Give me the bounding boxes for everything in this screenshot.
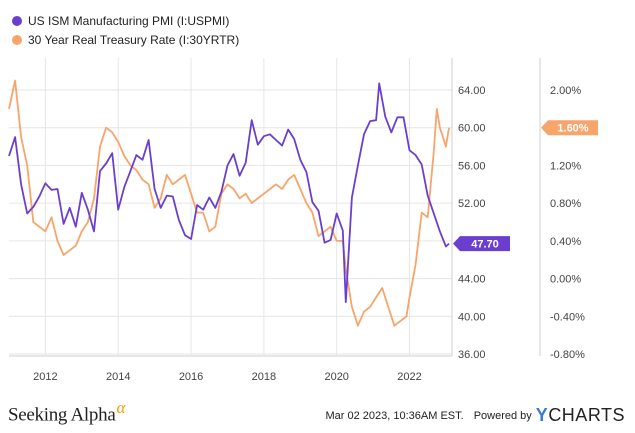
x-tick-label: 2014 <box>106 371 130 383</box>
left-tick-label: 56.00 <box>458 160 486 172</box>
brand-text: Seeking Alpha <box>8 404 116 426</box>
ycharts-logo: YCHARTS <box>536 405 625 426</box>
x-tick-label: 2012 <box>33 371 57 383</box>
left-tick-label: 60.00 <box>458 123 486 135</box>
alpha-mark: α <box>116 398 126 417</box>
badge-pmi: 47.70 <box>453 236 510 252</box>
legend-swatch-pmi <box>12 15 22 26</box>
x-tick-label: 2022 <box>397 371 421 383</box>
legend-label-pmi: US ISM Manufacturing PMI (I:USPMI) <box>28 13 230 28</box>
legend-item-rate: 30 Year Real Treasury Rate (I:30YRTR) <box>12 30 239 49</box>
right-tick-label: 0.80% <box>550 198 581 210</box>
badge-rate: 1.60% <box>541 120 598 136</box>
left-tick-label: 52.00 <box>458 198 486 210</box>
plot-area <box>9 58 452 356</box>
badge-pmi-shape <box>453 236 510 252</box>
left-tick-label: 40.00 <box>458 311 486 323</box>
left-tick-label: 36.00 <box>458 349 486 361</box>
powered-by: Powered by <box>473 409 532 422</box>
right-tick-label: 0.00% <box>550 274 581 286</box>
legend-item-pmi: US ISM Manufacturing PMI (I:USPMI) <box>12 11 239 30</box>
x-tick-label: 2016 <box>179 371 203 383</box>
right-tick-label: -0.40% <box>550 311 585 323</box>
series-line-pmi <box>8 82 450 303</box>
x-tick-label: 2018 <box>252 371 276 383</box>
right-tick-label: 0.40% <box>550 236 581 248</box>
badge-pmi-text: 47.70 <box>471 239 499 251</box>
timestamp: Mar 02 2023, 10:36AM EST. <box>325 409 464 422</box>
right-tick-label: 2.00% <box>550 85 581 97</box>
last-value-badges: 47.70 1.60% <box>453 120 598 252</box>
ycharts-y: Y <box>535 405 549 425</box>
series-line-rate <box>8 79 450 327</box>
series-lines <box>8 79 450 327</box>
legend: US ISM Manufacturing PMI (I:USPMI) 30 Ye… <box>12 11 239 49</box>
seeking-alpha-logo: Seeking Alphaα <box>8 398 125 426</box>
badge-rate-shape <box>541 120 598 136</box>
legend-swatch-rate <box>12 34 22 45</box>
badge-rate-text: 1.60% <box>557 123 588 135</box>
right-tick-label: -0.80% <box>550 349 585 361</box>
footer-attribution: Mar 02 2023, 10:36AM EST. Powered by YCH… <box>326 405 625 426</box>
right-tick-label: 1.20% <box>550 160 581 172</box>
x-tick-label: 2020 <box>324 371 348 383</box>
left-tick-label: 64.00 <box>458 85 486 97</box>
left-tick-label: 44.00 <box>458 274 486 286</box>
legend-label-rate: 30 Year Real Treasury Rate (I:30YRTR) <box>28 32 240 47</box>
ycharts-rest: CHARTS <box>548 405 625 425</box>
